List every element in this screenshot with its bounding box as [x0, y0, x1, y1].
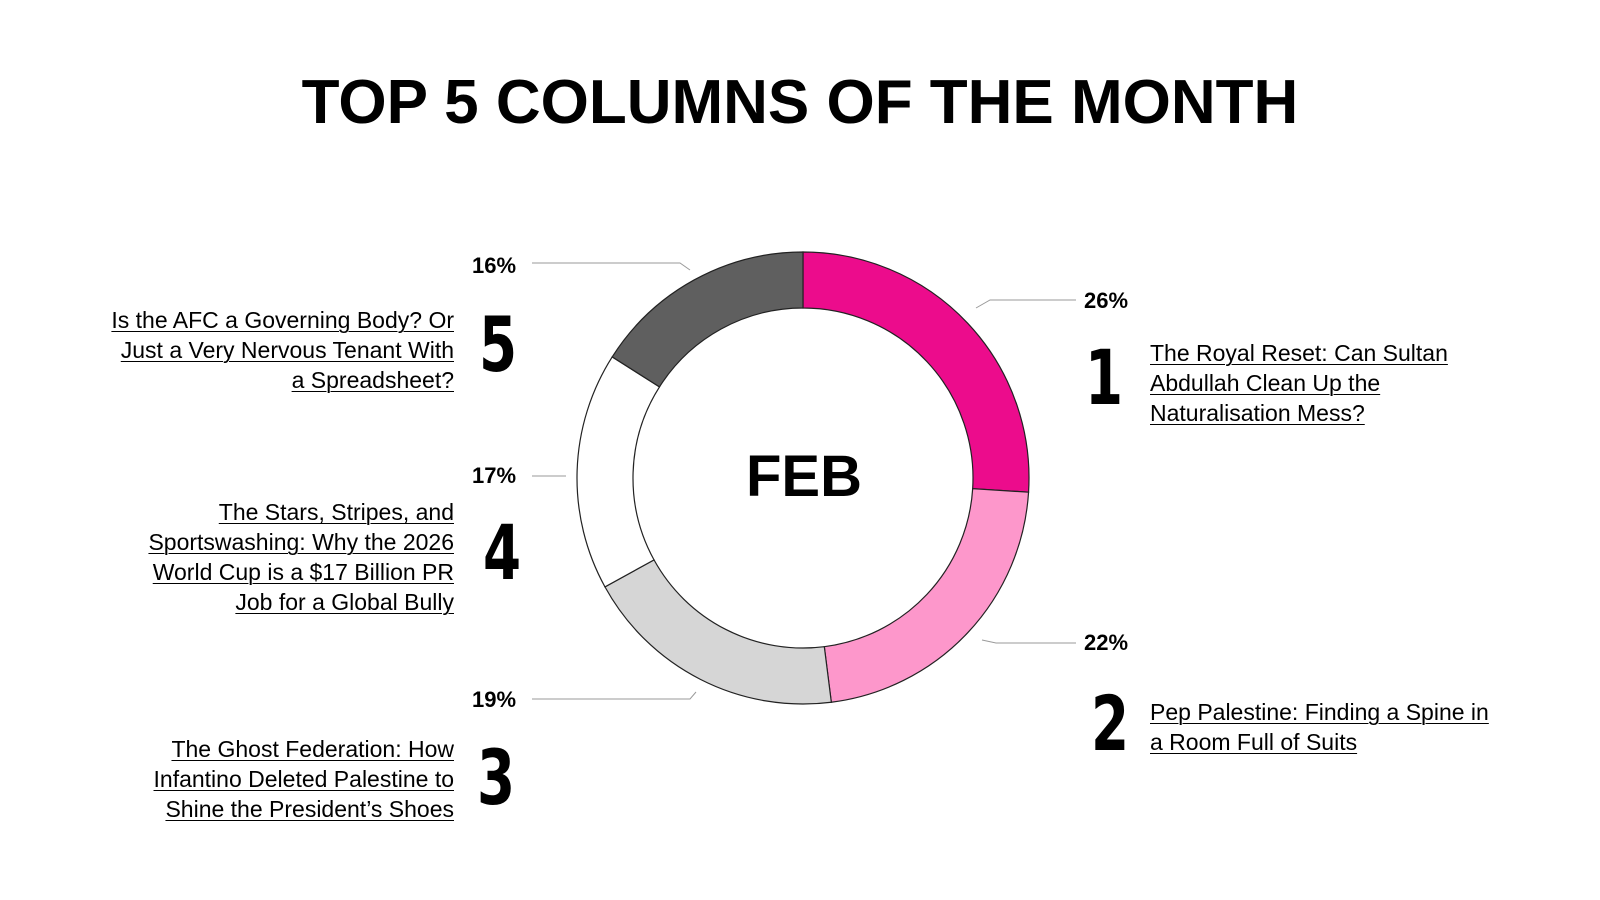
leader-line-1 — [975, 299, 1076, 309]
donut-slice-3 — [604, 559, 832, 705]
rank-3-number: 3 — [476, 733, 516, 822]
donut-slice-4 — [576, 356, 661, 588]
column-1-headline-link[interactable]: The Royal Reset: Can Sultan Abdullah Cle… — [1150, 340, 1448, 426]
column-3-headline-link[interactable]: The Ghost Federation: How Infantino Dele… — [153, 736, 454, 822]
page-title: TOP 5 COLUMNS OF THE MONTH — [301, 68, 1299, 137]
donut-slice-5 — [611, 251, 804, 388]
slice-4-percent-label: 17% — [472, 463, 517, 488]
slice-5-percent-label: 16% — [472, 253, 517, 278]
rank-5-number: 5 — [478, 300, 518, 389]
donut-slice-2 — [823, 488, 1030, 703]
column-2-headline-link[interactable]: Pep Palestine: Finding a Spine in a Room… — [1150, 699, 1489, 755]
leader-line-3 — [532, 691, 697, 700]
rank-4-number: 4 — [482, 508, 522, 597]
rank-1-number: 1 — [1084, 333, 1124, 422]
slice-1-percent-label: 26% — [1084, 288, 1129, 313]
rank-2-number: 2 — [1090, 679, 1130, 768]
column-4-headline-link[interactable]: The Stars, Stripes, and Sportswashing: W… — [148, 499, 454, 615]
center-month-label: FEB — [746, 444, 862, 509]
leader-line-2 — [981, 639, 1076, 644]
column-5-headline-link[interactable]: Is the AFC a Governing Body? Or Just a V… — [111, 307, 454, 393]
slice-2-percent-label: 22% — [1084, 630, 1129, 655]
slice-3-percent-label: 19% — [472, 687, 517, 712]
leader-line-5 — [532, 262, 691, 271]
